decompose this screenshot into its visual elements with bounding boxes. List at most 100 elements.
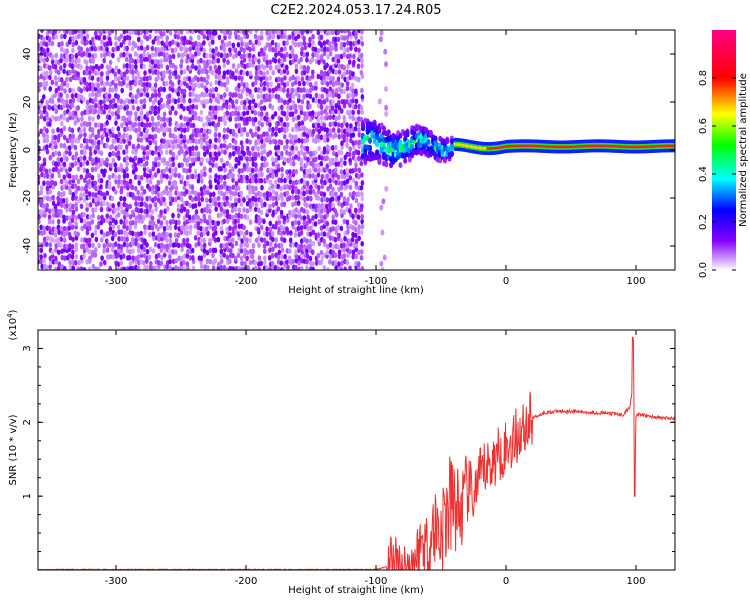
heat-cell — [87, 172, 92, 179]
heat-cell — [222, 208, 226, 215]
heat-cell — [96, 200, 101, 207]
heat-cell — [70, 127, 75, 134]
heat-cell — [197, 192, 201, 198]
heat-cell — [211, 252, 215, 259]
heat-cell — [50, 94, 55, 100]
heat-cell — [228, 116, 233, 122]
heat-cell — [188, 46, 193, 52]
heat-cell — [82, 69, 87, 76]
heat-band-core — [506, 145, 508, 148]
heat-cell — [185, 208, 190, 215]
heat-cell — [405, 129, 410, 136]
heat-cell — [274, 85, 279, 92]
heat-cell — [245, 229, 249, 236]
heat-cell — [48, 74, 52, 81]
heat-cell — [134, 195, 138, 202]
heat-cell — [267, 126, 272, 133]
heat-cell — [74, 53, 79, 59]
heat-cell — [182, 92, 187, 99]
heat-cell — [54, 255, 58, 262]
heat-cell — [165, 219, 169, 226]
heat-cell — [119, 248, 124, 254]
heat-cell — [142, 224, 147, 230]
heat-band-core — [639, 145, 642, 149]
heat-cell — [145, 154, 150, 161]
heat-cell — [293, 249, 298, 256]
heat-cell — [326, 267, 330, 270]
x-tick-label: -100 — [365, 576, 388, 587]
heat-cell — [214, 46, 219, 52]
heat-cell — [297, 120, 302, 127]
heat-cell — [225, 195, 229, 202]
spectrogram-x-axis: -300 -200 -100 0 100 — [105, 30, 646, 287]
heat-cell — [270, 183, 275, 190]
heat-cell — [80, 116, 84, 122]
heat-cell — [136, 207, 141, 214]
heat-cell — [153, 201, 158, 208]
heat-cell — [219, 253, 224, 259]
heat-cell — [50, 173, 55, 179]
heat-cell — [174, 190, 178, 196]
heat-band-core — [465, 144, 468, 148]
heat-cell — [149, 260, 153, 267]
heat-cell — [294, 63, 299, 70]
heat-cell — [322, 238, 326, 244]
heat-cell — [102, 57, 107, 64]
heat-cell — [177, 149, 182, 156]
heat-cell — [276, 33, 281, 40]
heat-cell — [53, 103, 58, 110]
heat-cell — [137, 126, 142, 133]
heat-cell — [113, 71, 118, 77]
heat-cell — [265, 42, 270, 48]
heat-cell — [322, 40, 327, 46]
heat-cell — [228, 258, 232, 265]
heat-cell — [130, 30, 135, 35]
heat-cell — [199, 186, 204, 192]
heat-cell — [234, 75, 238, 81]
heat-cell — [265, 161, 269, 168]
heat-cell — [102, 108, 106, 115]
heat-cell — [179, 145, 183, 152]
heat-cell — [84, 237, 89, 244]
heat-cell — [336, 76, 341, 82]
heat-band-core — [486, 147, 489, 150]
heat-cell — [134, 111, 138, 117]
heat-cell — [256, 126, 261, 132]
heat-cell — [108, 265, 113, 270]
heat-cell — [334, 53, 338, 60]
heat-cell — [56, 168, 61, 175]
heat-cell — [291, 99, 296, 106]
heat-cell — [131, 69, 135, 75]
heat-cell — [337, 253, 342, 260]
heat-cell — [151, 39, 156, 45]
heat-cell — [316, 133, 321, 140]
spectrogram-x-label: Height of straight line (km) — [288, 285, 424, 296]
heat-cell — [236, 86, 241, 93]
heat-cell — [139, 207, 144, 214]
heat-cell — [179, 196, 184, 203]
heat-cell — [100, 63, 104, 70]
heat-cell — [345, 243, 350, 249]
heat-cell — [342, 35, 347, 41]
heat-cell — [262, 105, 267, 111]
heat-cell — [171, 144, 175, 150]
heat-cell — [299, 230, 304, 236]
heat-cell — [127, 40, 132, 47]
heat-cell — [176, 212, 181, 219]
heat-cell — [62, 68, 66, 75]
heat-cell — [262, 56, 266, 63]
heat-cell — [136, 92, 141, 99]
heat-cell — [125, 172, 130, 179]
heat-cell — [191, 109, 195, 116]
heat-cell — [185, 138, 190, 145]
heat-cell — [299, 109, 304, 116]
heat-cell — [159, 200, 163, 206]
heat-cell — [384, 61, 389, 68]
heat-cell — [102, 99, 107, 105]
heat-cell — [377, 158, 382, 165]
heat-cell — [44, 41, 49, 48]
heat-cell — [200, 82, 204, 88]
heat-cell — [131, 143, 136, 150]
heat-cell — [50, 237, 55, 243]
heat-cell — [189, 35, 193, 42]
